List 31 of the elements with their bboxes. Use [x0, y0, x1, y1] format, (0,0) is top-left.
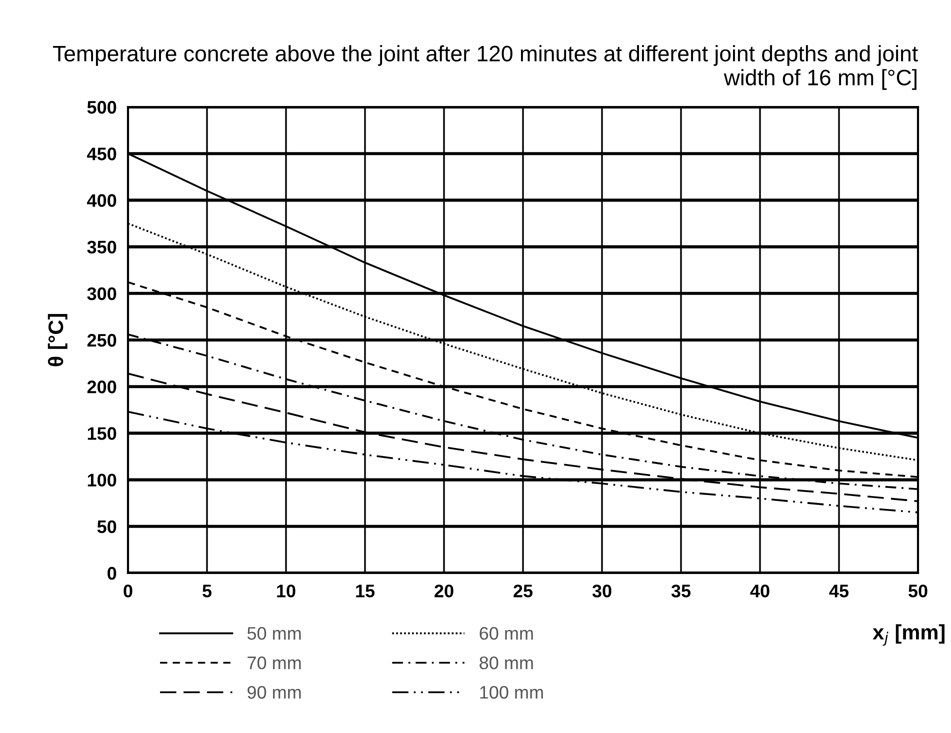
- y-tick-label: 450: [87, 148, 116, 160]
- x-tick-label: 25: [514, 584, 533, 598]
- y-tick-label: 350: [87, 240, 116, 254]
- y-tick-label: 500: [87, 100, 116, 114]
- y-tick-label: 0: [108, 566, 116, 580]
- y-tick-label: 300: [87, 287, 116, 300]
- y-tick-label: 250: [87, 334, 116, 347]
- x-tick-label: 10: [277, 584, 296, 598]
- x-axis-title: x$_{j}$ [mm]: [872, 624, 944, 646]
- chart-title: Temperature concrete above the joint after 120 minutes at different joint depths and joint width of 16 mm [°C]: [53, 45, 918, 90]
- legend-label: 90 mm: [248, 686, 301, 699]
- x-tick-label: 35: [671, 584, 691, 598]
- x-tick-label: 30: [592, 584, 612, 598]
- legend-label: 80 mm: [480, 656, 533, 670]
- x-tick-label: 45: [829, 584, 849, 598]
- legend-label: 100 mm: [480, 686, 543, 699]
- x-tick-label: 20: [434, 584, 454, 598]
- y-tick-label: 200: [87, 380, 116, 394]
- x-tick-label: 5: [202, 584, 212, 598]
- x-tick-label: 40: [750, 584, 770, 598]
- y-tick-label: 400: [87, 194, 116, 207]
- x-tick-label: 15: [356, 584, 375, 598]
- y-tick-label: 100: [88, 474, 116, 487]
- legend-label: 60 mm: [480, 627, 533, 640]
- x-tick-label: 0: [124, 584, 132, 598]
- legend-label: 70 mm: [248, 656, 301, 670]
- x-tick-label: 50: [908, 584, 928, 598]
- y-tick-label: 150: [88, 427, 116, 440]
- y-axis-title: θ [°C]: [48, 314, 68, 366]
- legend-label: 50 mm: [247, 627, 301, 640]
- y-tick-label: 50: [97, 520, 116, 534]
